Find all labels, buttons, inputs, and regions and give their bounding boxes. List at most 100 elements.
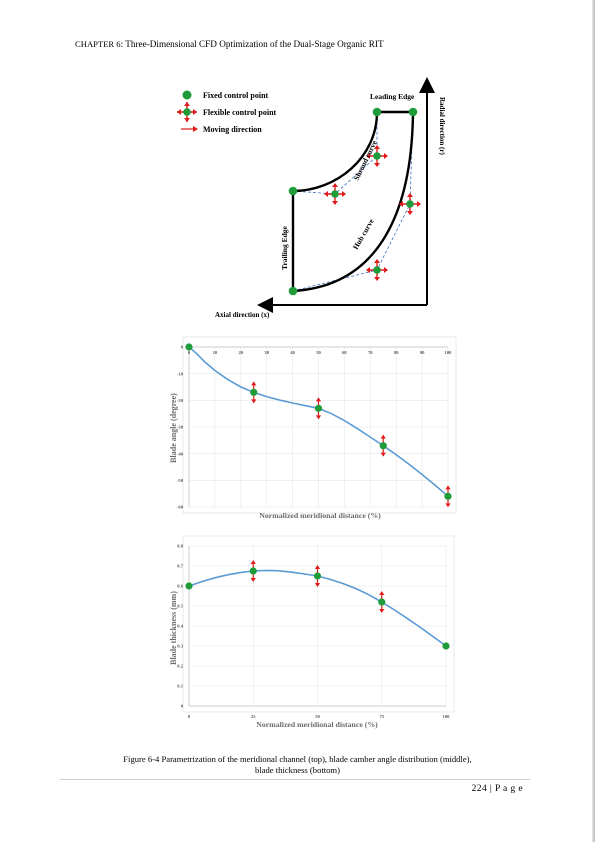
y-tick-label: 0 — [181, 704, 184, 709]
trailing-edge-label: Trailing Edge — [280, 226, 289, 270]
x-tick-label: 0 — [188, 350, 191, 355]
y-tick-label: -10 — [177, 371, 184, 376]
leading-edge-label: Leading Edge — [370, 92, 415, 101]
legend-moving-marker — [181, 126, 198, 132]
flexible-control-point — [378, 591, 386, 613]
flexible-control-point — [250, 381, 258, 404]
flexible-point — [324, 183, 346, 205]
chart-points — [185, 343, 452, 508]
chart-grid — [182, 535, 455, 713]
hub-control-polygon — [292, 111, 414, 292]
chart-tick-labels: 0 25 50 75 100 0 0.1 0.2 0.3 0.4 0.5 0.6 0.7 0.8 — [177, 544, 450, 719]
x-tick-label: 40 — [290, 350, 295, 355]
fixed-point — [288, 286, 298, 296]
axial-axis-label: Axial direction (x) — [215, 311, 270, 319]
control-point-marker — [314, 404, 323, 412]
meridional-diagram: Fixed control point Flexible control poi… — [177, 77, 446, 319]
chart-tick-labels: 0 10 20 30 40 50 60 70 80 90 100 0 -10 -20 -30 -40 -50 -6… — [177, 345, 452, 510]
control-point-marker — [444, 492, 452, 500]
x-tick-label: 100 — [445, 350, 453, 355]
page-word: P a g e — [494, 784, 523, 794]
fixed-point — [372, 107, 382, 117]
page-number: 224 | P a g e — [472, 784, 523, 794]
y-tick-label: 0.6 — [177, 584, 183, 589]
chart-axes — [188, 546, 446, 707]
x-tick-label: 60 — [342, 350, 347, 355]
control-point-marker — [250, 388, 258, 396]
y-tick-label: 0.8 — [177, 544, 183, 549]
legend-moving-label: Moving direction — [203, 125, 262, 134]
fixed-control-point — [185, 343, 193, 351]
x-tick-label: 0 — [188, 714, 191, 719]
x-tick-label: 100 — [443, 714, 451, 719]
legend-fixed-marker — [182, 90, 192, 100]
flexible-point — [366, 259, 388, 281]
x-tick-label: 70 — [368, 350, 373, 355]
blade-thickness-chart: 0 25 50 75 100 0 0.1 0.2 0.3 0.4 0.5 0.6 0.7 0.8 Norm… — [169, 535, 455, 729]
control-point-marker — [378, 598, 386, 606]
caption-line-1: Figure 6-4 Parametrization of the meridi… — [123, 754, 472, 764]
shroud-control-polygon — [292, 112, 378, 195]
legend-flexible-label: Flexible control point — [203, 108, 277, 117]
y-tick-label: -60 — [177, 505, 184, 510]
y-axis-label: Blade thickness (mm) — [169, 591, 178, 665]
legend: Fixed control point Flexible control poi… — [177, 90, 277, 134]
chart-frame — [182, 336, 457, 514]
chart-axes — [188, 346, 448, 507]
fixed-point — [288, 186, 298, 196]
y-tick-label: -20 — [177, 398, 184, 403]
y-tick-label: 0.5 — [177, 604, 183, 609]
flexible-control-point — [313, 565, 322, 587]
x-tick-label: 25 — [251, 714, 256, 719]
legend-fixed-label: Fixed control point — [203, 91, 269, 100]
x-tick-label: 50 — [316, 350, 321, 355]
y-tick-label: 0.3 — [177, 644, 183, 649]
chart-points — [185, 560, 450, 650]
fixed-point — [408, 107, 418, 117]
flexible-control-point — [314, 397, 323, 420]
control-point-marker — [379, 442, 387, 450]
footer-rule — [60, 779, 530, 780]
y-tick-label: 0.4 — [177, 624, 183, 629]
y-tick-label: -30 — [177, 425, 184, 430]
x-tick-label: 30 — [264, 350, 269, 355]
page-number-sep: | — [487, 784, 495, 794]
chart-frame — [182, 535, 455, 713]
flexible-control-point — [379, 434, 387, 457]
page-edge — [592, 0, 595, 842]
flexible-point — [366, 145, 388, 167]
y-tick-label: 0.1 — [177, 684, 183, 689]
fixed-control-point — [442, 642, 450, 650]
shroud-curve-label: Shroud curve — [352, 138, 379, 182]
x-tick-label: 75 — [379, 714, 384, 719]
chapter-word: CHAPTER 6 — [75, 39, 121, 49]
fixed-control-point — [185, 582, 193, 590]
flexible-control-point — [444, 485, 452, 508]
blade-angle-chart: 0 10 20 30 40 50 60 70 80 90 100 0 -10 -20 -30 -40 -50 -6… — [169, 336, 457, 520]
legend-flexible-marker — [177, 102, 197, 122]
x-tick-label: 10 — [213, 350, 218, 355]
chart-grid — [182, 336, 457, 514]
y-tick-label: -40 — [177, 451, 184, 456]
figure-caption: Figure 6-4 Parametrization of the meridi… — [60, 754, 535, 776]
control-point-marker — [313, 572, 322, 580]
page-number-value: 224 — [471, 784, 488, 794]
shroud-curve — [292, 111, 379, 193]
x-tick-label: 80 — [394, 350, 399, 355]
y-axis-label: Blade angle (degree) — [169, 393, 178, 463]
flexible-point — [399, 193, 421, 215]
hub-curve-label: Hub curve — [351, 217, 376, 251]
caption-line-2: blade thickness (bottom) — [255, 765, 340, 775]
x-axis-label: Normalized meridional distance (%) — [256, 720, 378, 729]
radial-axis-label: Radial direction (r) — [438, 97, 446, 155]
y-tick-label: 0.2 — [177, 664, 183, 669]
x-axis-label: Normalized meridional distance (%) — [259, 511, 381, 520]
y-tick-label: 0 — [181, 345, 184, 350]
x-tick-label: 90 — [420, 350, 425, 355]
y-tick-label: -50 — [177, 478, 184, 483]
x-tick-label: 20 — [239, 350, 244, 355]
series-line — [188, 346, 449, 497]
chapter-title: : Three-Dimensional CFD Optimization of … — [120, 39, 384, 49]
control-point-marker — [249, 567, 257, 575]
